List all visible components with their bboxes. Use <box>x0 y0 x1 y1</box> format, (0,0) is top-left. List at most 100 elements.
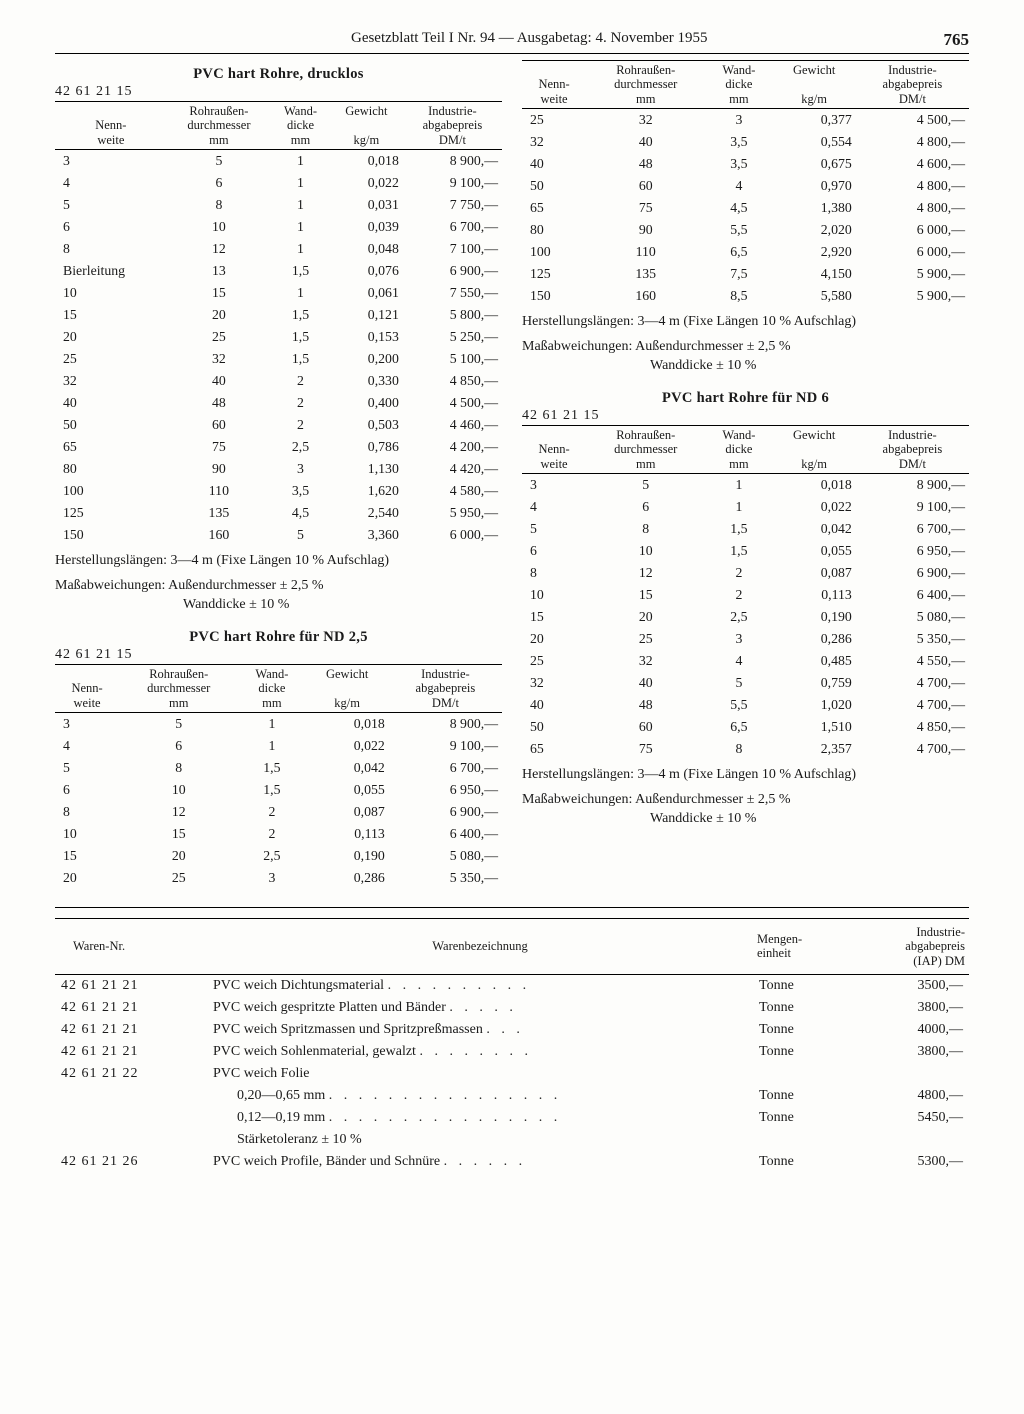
cell: 6 <box>55 779 119 801</box>
waren-price: 5450,— <box>851 1107 969 1129</box>
cell: 5 350,— <box>389 867 502 889</box>
table-row: 809031,1304 420,— <box>55 458 502 480</box>
cell: 8 <box>167 194 271 216</box>
cell: 6 900,— <box>403 260 502 282</box>
table-row: 3510,0188 900,— <box>55 712 502 735</box>
cell: 5 900,— <box>856 285 969 307</box>
cell: 20 <box>55 867 119 889</box>
cell: 6 900,— <box>856 562 969 584</box>
table-row: 324020,3304 850,— <box>55 370 502 392</box>
cell: 10 <box>167 216 271 238</box>
cell: 1 <box>271 150 330 173</box>
cell: 5 <box>705 672 772 694</box>
cell: 2 <box>271 414 330 436</box>
cell: 15 <box>586 584 705 606</box>
cell: 1,510 <box>773 716 856 738</box>
cell: 0,485 <box>773 650 856 672</box>
cell: 0,022 <box>773 496 856 518</box>
table-row: 65754,51,3804 800,— <box>522 197 969 219</box>
cell: 20 <box>119 845 238 867</box>
cell: 3 <box>705 109 772 132</box>
cell: 6,5 <box>705 241 772 263</box>
cell: 4 550,— <box>856 650 969 672</box>
table-row: 80905,52,0206 000,— <box>522 219 969 241</box>
table2-title: PVC hart Rohre für ND 2,5 <box>55 629 502 646</box>
cell: 12 <box>167 238 271 260</box>
cell: 1 <box>238 735 305 757</box>
waren-price: 3800,— <box>851 1041 969 1063</box>
col-header: Nenn-weite <box>522 61 586 109</box>
cell: 2 <box>271 370 330 392</box>
cell: 90 <box>167 458 271 480</box>
cell: 10 <box>522 584 586 606</box>
cell: 4 600,— <box>856 153 969 175</box>
table2b: Nenn-weiteRohraußen-durchmessermmWand-di… <box>522 60 969 307</box>
table-row: 5810,0317 750,— <box>55 194 502 216</box>
cell: 5 100,— <box>403 348 502 370</box>
cell: 150 <box>522 285 586 307</box>
cell: 40 <box>55 392 167 414</box>
cell: 4 420,— <box>403 458 502 480</box>
cell: 1 <box>705 473 772 496</box>
cell: 0,759 <box>773 672 856 694</box>
cell: 8 <box>705 738 772 760</box>
table-row: 101520,1136 400,— <box>55 823 502 845</box>
cell: 5 <box>271 524 330 546</box>
table1-title: PVC hart Rohre, drucklos <box>55 66 502 83</box>
cell: 4 850,— <box>403 370 502 392</box>
cell: 65 <box>522 197 586 219</box>
cell: 6 000,— <box>403 524 502 546</box>
cell: 0,400 <box>330 392 403 414</box>
cell: 5 350,— <box>856 628 969 650</box>
header-title: Gesetzblatt Teil I Nr. 94 — Ausgabetag: … <box>115 30 944 50</box>
code1: 42 61 21 15 <box>55 84 502 100</box>
cell: 4 <box>55 735 119 757</box>
waren-nr: 42 61 21 26 <box>55 1151 207 1173</box>
waren-price: 4800,— <box>851 1085 969 1107</box>
table1: Nenn-weiteRohraußen-durchmessermmWand-di… <box>55 101 502 546</box>
cell: 8 <box>522 562 586 584</box>
cell: 2 <box>705 562 772 584</box>
cell: 12 <box>586 562 705 584</box>
cell: 125 <box>55 502 167 524</box>
table-row: 81220,0876 900,— <box>522 562 969 584</box>
table-row: 81220,0876 900,— <box>55 801 502 823</box>
col-header: Nenn-weite <box>522 425 586 473</box>
table-row: 4610,0229 100,— <box>522 496 969 518</box>
waren-nr: 42 61 21 21 <box>55 1019 207 1041</box>
cell: 15 <box>522 606 586 628</box>
cell: 20 <box>167 304 271 326</box>
table-row: 15201,50,1215 800,— <box>55 304 502 326</box>
waren-desc: PVC weich Dichtungsmaterial . . . . . . … <box>207 975 753 998</box>
cell: 1 <box>271 172 330 194</box>
waren-section: Waren-Nr.WarenbezeichnungMengen-einheitI… <box>55 907 969 1173</box>
table-row: 50606,51,5104 850,— <box>522 716 969 738</box>
cell: 5 <box>522 518 586 540</box>
cell: 8 900,— <box>389 712 502 735</box>
cell: 3 <box>271 458 330 480</box>
cell: 50 <box>522 716 586 738</box>
col-header: Gewichtkg/m <box>306 664 389 712</box>
cell: 110 <box>167 480 271 502</box>
cell: 1 <box>271 216 330 238</box>
cell: 4 <box>522 496 586 518</box>
waren-price: 3500,— <box>851 975 969 998</box>
cell: 1,380 <box>773 197 856 219</box>
page-header: Gesetzblatt Teil I Nr. 94 — Ausgabetag: … <box>55 30 969 54</box>
col-header: Industrie-abgabepreisDM/t <box>856 61 969 109</box>
cell: 4 800,— <box>856 131 969 153</box>
cell: 2 <box>238 823 305 845</box>
cell: 32 <box>522 672 586 694</box>
cell: 150 <box>55 524 167 546</box>
waren-nr: 42 61 21 21 <box>55 1041 207 1063</box>
cell: 4,150 <box>773 263 856 285</box>
cell: 5 800,— <box>403 304 502 326</box>
cell: 4 800,— <box>856 175 969 197</box>
table3-head: Nenn-weiteRohraußen-durchmessermmWand-di… <box>522 425 969 473</box>
waren-unit: Tonne <box>753 975 851 998</box>
table-row: 253240,4854 550,— <box>522 650 969 672</box>
cell: 3,5 <box>705 153 772 175</box>
cell: 40 <box>522 694 586 716</box>
cell: 32 <box>167 348 271 370</box>
cell: 1,5 <box>271 326 330 348</box>
